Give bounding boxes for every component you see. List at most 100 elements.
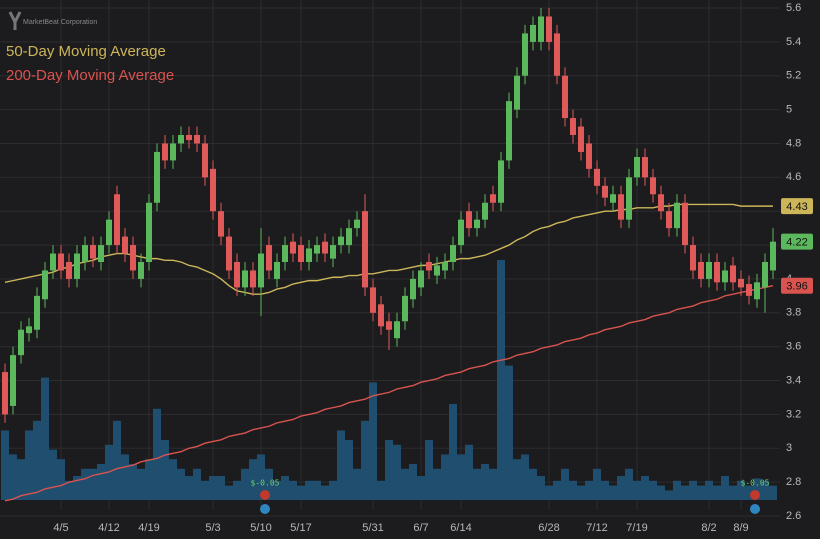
y-tick-label: 4.8 — [786, 137, 801, 149]
earnings-icon — [260, 490, 270, 500]
volume — [1, 260, 777, 500]
volume-bar — [641, 476, 649, 500]
candle-body — [706, 262, 712, 279]
x-tick-label: 4/12 — [98, 522, 119, 534]
volume-bar — [529, 468, 537, 500]
x-tick-label: 4/5 — [53, 522, 68, 534]
candle-body — [154, 151, 160, 203]
volume-bar — [225, 485, 233, 500]
candle-body — [386, 321, 392, 330]
candle-body — [498, 160, 504, 203]
volume-bar — [609, 485, 617, 500]
legend-ma200: 200-Day Moving Average — [6, 67, 174, 84]
axis: 2.62.833.23.43.63.844.24.44.64.855.25.45… — [53, 2, 813, 534]
volume-bar — [553, 480, 561, 500]
candle-body — [642, 157, 648, 178]
candle-body — [306, 248, 312, 262]
candle-body — [146, 202, 152, 262]
volume-bar — [185, 476, 193, 500]
candle-body — [402, 295, 408, 322]
x-tick-label: 5/31 — [362, 522, 383, 534]
volume-bar — [633, 480, 641, 500]
candle-body — [482, 202, 488, 220]
y-tick-label: 4.6 — [786, 171, 801, 183]
price-tag-label: 4.22 — [786, 237, 807, 249]
candle-body — [98, 245, 104, 262]
candle-body — [66, 262, 72, 279]
y-tick-label: 5.6 — [786, 2, 801, 14]
volume-bar — [273, 480, 281, 500]
candle-body — [58, 253, 64, 271]
candle-body — [770, 241, 776, 271]
y-tick-label: 5 — [786, 104, 792, 116]
candle-body — [754, 282, 760, 300]
candle-body — [362, 211, 368, 288]
volume-bar — [65, 480, 73, 500]
volume-bar — [305, 480, 313, 500]
candle-body — [506, 101, 512, 161]
y-tick-label: 5.2 — [786, 70, 801, 82]
y-tick-label: 2.8 — [786, 476, 801, 488]
moving-average-line — [4, 285, 774, 502]
candles — [2, 8, 776, 423]
candle-body — [570, 118, 576, 135]
candle-body — [546, 16, 552, 42]
volume-bar — [449, 404, 457, 500]
candle-body — [90, 245, 96, 259]
candle-body — [210, 168, 216, 212]
volume-bar — [297, 485, 305, 500]
volume-bar — [265, 468, 273, 500]
volume-bar — [57, 459, 65, 500]
candle-body — [618, 194, 624, 220]
candle-body — [554, 33, 560, 76]
volume-bar — [489, 468, 497, 500]
volume-bar — [513, 459, 521, 500]
volume-bar — [761, 480, 769, 500]
y-tick-label: 3 — [786, 442, 792, 454]
volume-bar — [369, 382, 377, 500]
price-tag — [781, 233, 813, 250]
volume-bar — [713, 485, 721, 500]
volume-bar — [737, 480, 745, 500]
y-tick-label: 3.6 — [786, 341, 801, 353]
y-tick-label: 3.4 — [786, 374, 801, 386]
x-tick-label: 6/28 — [538, 522, 559, 534]
volume-bar — [129, 464, 137, 500]
volume-bar — [417, 476, 425, 500]
volume-bar — [1, 430, 9, 500]
x-tick-label: 6/14 — [450, 522, 471, 534]
volume-bar — [537, 476, 545, 500]
volume-bar — [729, 485, 737, 500]
candle-body — [458, 219, 464, 246]
candle-body — [378, 304, 384, 327]
volume-bar — [153, 408, 161, 500]
candle-body — [34, 295, 40, 330]
candle-body — [762, 262, 768, 288]
dividend-icon — [260, 504, 270, 514]
candle-body — [682, 202, 688, 246]
watermark-logo — [8, 11, 22, 30]
candle-body — [690, 245, 696, 271]
volume-bar — [33, 420, 41, 500]
volume-bar — [241, 468, 249, 500]
volume-bar — [137, 468, 145, 500]
volume-bar — [425, 440, 433, 500]
volume-bar — [561, 468, 569, 500]
volume-bar — [657, 485, 665, 500]
volume-bar — [601, 480, 609, 500]
price-tag-label: 3.96 — [786, 281, 807, 293]
volume-bar — [505, 365, 513, 500]
candle-body — [722, 270, 728, 283]
volume-bar — [113, 420, 121, 500]
volume-bar — [217, 476, 225, 500]
volume-bar — [49, 449, 57, 500]
volume-bar — [457, 454, 465, 500]
candle-body — [218, 211, 224, 237]
candle-body — [2, 372, 8, 415]
volume-bar — [329, 480, 337, 500]
price-tag — [781, 198, 813, 215]
candle-body — [346, 228, 352, 246]
candle-body — [18, 329, 24, 356]
